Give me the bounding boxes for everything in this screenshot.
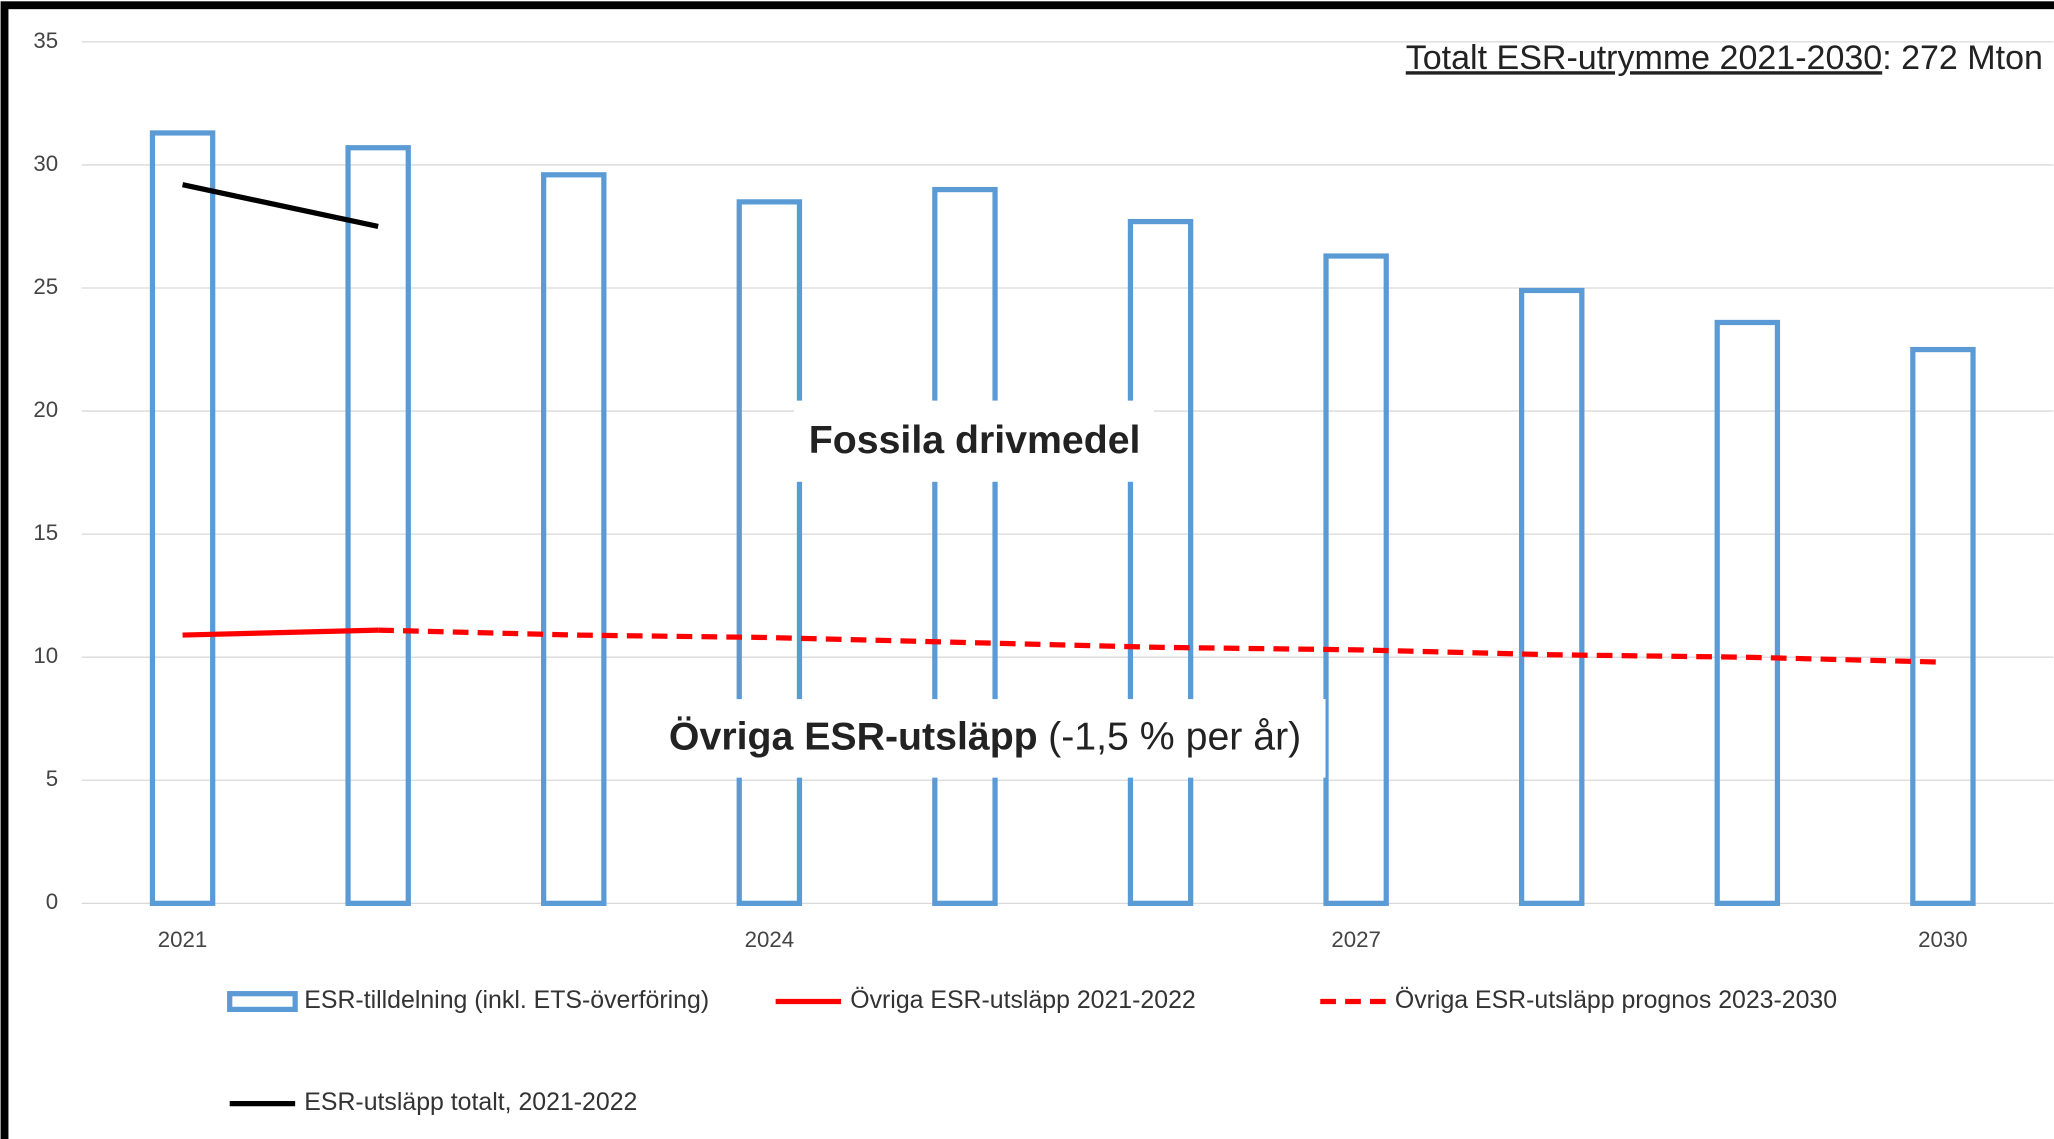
y-tick-label: 30 [33,151,58,176]
bar [149,130,216,906]
annotation-part: Övriga ESR-utsläpp [669,715,1038,759]
y-tick-label: 15 [33,520,58,545]
legend-label: ESR-utsläpp totalt, 2021-2022 [304,1088,637,1116]
legend-label: Övriga ESR-utsläpp 2021-2022 [850,986,1195,1014]
x-tick-label: 2021 [158,927,208,952]
x-tick-label: 2024 [745,927,795,952]
bar [1910,346,1976,906]
y-tick-label: 5 [46,766,58,791]
bar [932,186,998,906]
note-part: : 272 Mton [1882,39,2043,77]
y-tick-label: 25 [33,274,58,299]
bar [345,145,411,906]
line [182,627,379,638]
legend-label: ESR-tilldelning (inkl. ETS-överföring) [304,986,709,1014]
legend-swatch [227,991,298,1013]
bar [541,172,607,906]
bar [1323,253,1389,906]
y-tick-label: 20 [33,397,58,422]
bar [1127,218,1194,906]
note-part: Totalt ESR-utrymme 2021-2030 [1406,39,1882,77]
bar [736,199,803,906]
annotation-bg [644,699,1326,778]
bar [1714,319,1781,906]
x-tick-label: 2027 [1331,927,1381,952]
annotation-part: (-1,5 % per år) [1048,715,1301,759]
y-tick-label: 10 [33,643,58,668]
y-tick-label: 35 [33,28,58,53]
total-note: Totalt ESR-utrymme 2021-2030: 272 Mton [1406,39,2043,77]
x-tick-label: 2030 [1918,927,1968,952]
y-tick-label: 0 [46,889,58,914]
annotation-bg [793,400,1154,482]
annotation: Övriga ESR-utsläpp (-1,5 % per år) [669,715,1301,759]
legend-label: Övriga ESR-utsläpp prognos 2023-2030 [1395,986,1837,1014]
line [378,627,1943,665]
line [182,182,379,230]
bar [1518,287,1585,906]
annotation: Fossila drivmedel [809,418,1141,462]
